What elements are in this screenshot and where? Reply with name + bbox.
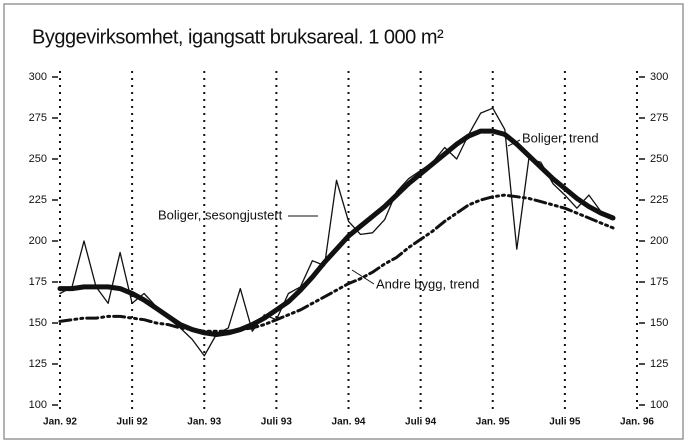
y-tick-label: 300 [29, 71, 47, 83]
x-tick-label: Juli 93 [261, 417, 293, 428]
y-tick-label: 125 [29, 358, 47, 370]
y2-tick-label: 125 [650, 358, 668, 370]
leader-line [507, 139, 521, 147]
x-tick-label: Jan. 92 [43, 417, 77, 428]
series-label: Andre bygg, trend [376, 276, 479, 291]
x-tick-label: Juli 92 [117, 417, 149, 428]
x-tick-label: Juli 95 [549, 417, 581, 428]
y2-tick-label: 250 [650, 153, 668, 165]
series-line [58, 193, 615, 333]
y2-tick-label: 300 [650, 71, 668, 83]
x-tick-label: Juli 94 [405, 417, 437, 428]
y2-tick-label: 275 [650, 112, 668, 124]
x-tick-label: Jan. 94 [332, 417, 366, 428]
frame [3, 3, 684, 440]
y2-tick-label: 200 [650, 235, 668, 247]
x-tick-label: Jan. 96 [620, 417, 654, 428]
y-tick-label: 200 [29, 235, 47, 247]
y2-tick-label: 225 [650, 194, 668, 206]
y-tick-label: 250 [29, 153, 47, 165]
leader-line [351, 269, 375, 285]
series-line [57, 128, 616, 337]
y-tick-label: 100 [29, 399, 47, 411]
y-tick-label: 225 [29, 194, 47, 206]
y2-tick-label: 100 [650, 399, 668, 411]
series-label: Boliger, trend [522, 130, 599, 145]
y-tick-label: 275 [29, 112, 47, 124]
x-tick-label: Jan. 95 [476, 417, 510, 428]
y-tick-label: 175 [29, 276, 47, 288]
chart-title: Byggevirksomhet, igangsatt bruksareal. 1… [32, 26, 444, 48]
y-tick-label: 150 [29, 317, 47, 329]
y2-tick-label: 150 [650, 317, 668, 329]
series-label: Boliger, sesongjustert [158, 207, 283, 222]
y2-tick-label: 175 [650, 276, 668, 288]
series-line [59, 107, 614, 357]
x-tick-label: Jan. 93 [187, 417, 221, 428]
